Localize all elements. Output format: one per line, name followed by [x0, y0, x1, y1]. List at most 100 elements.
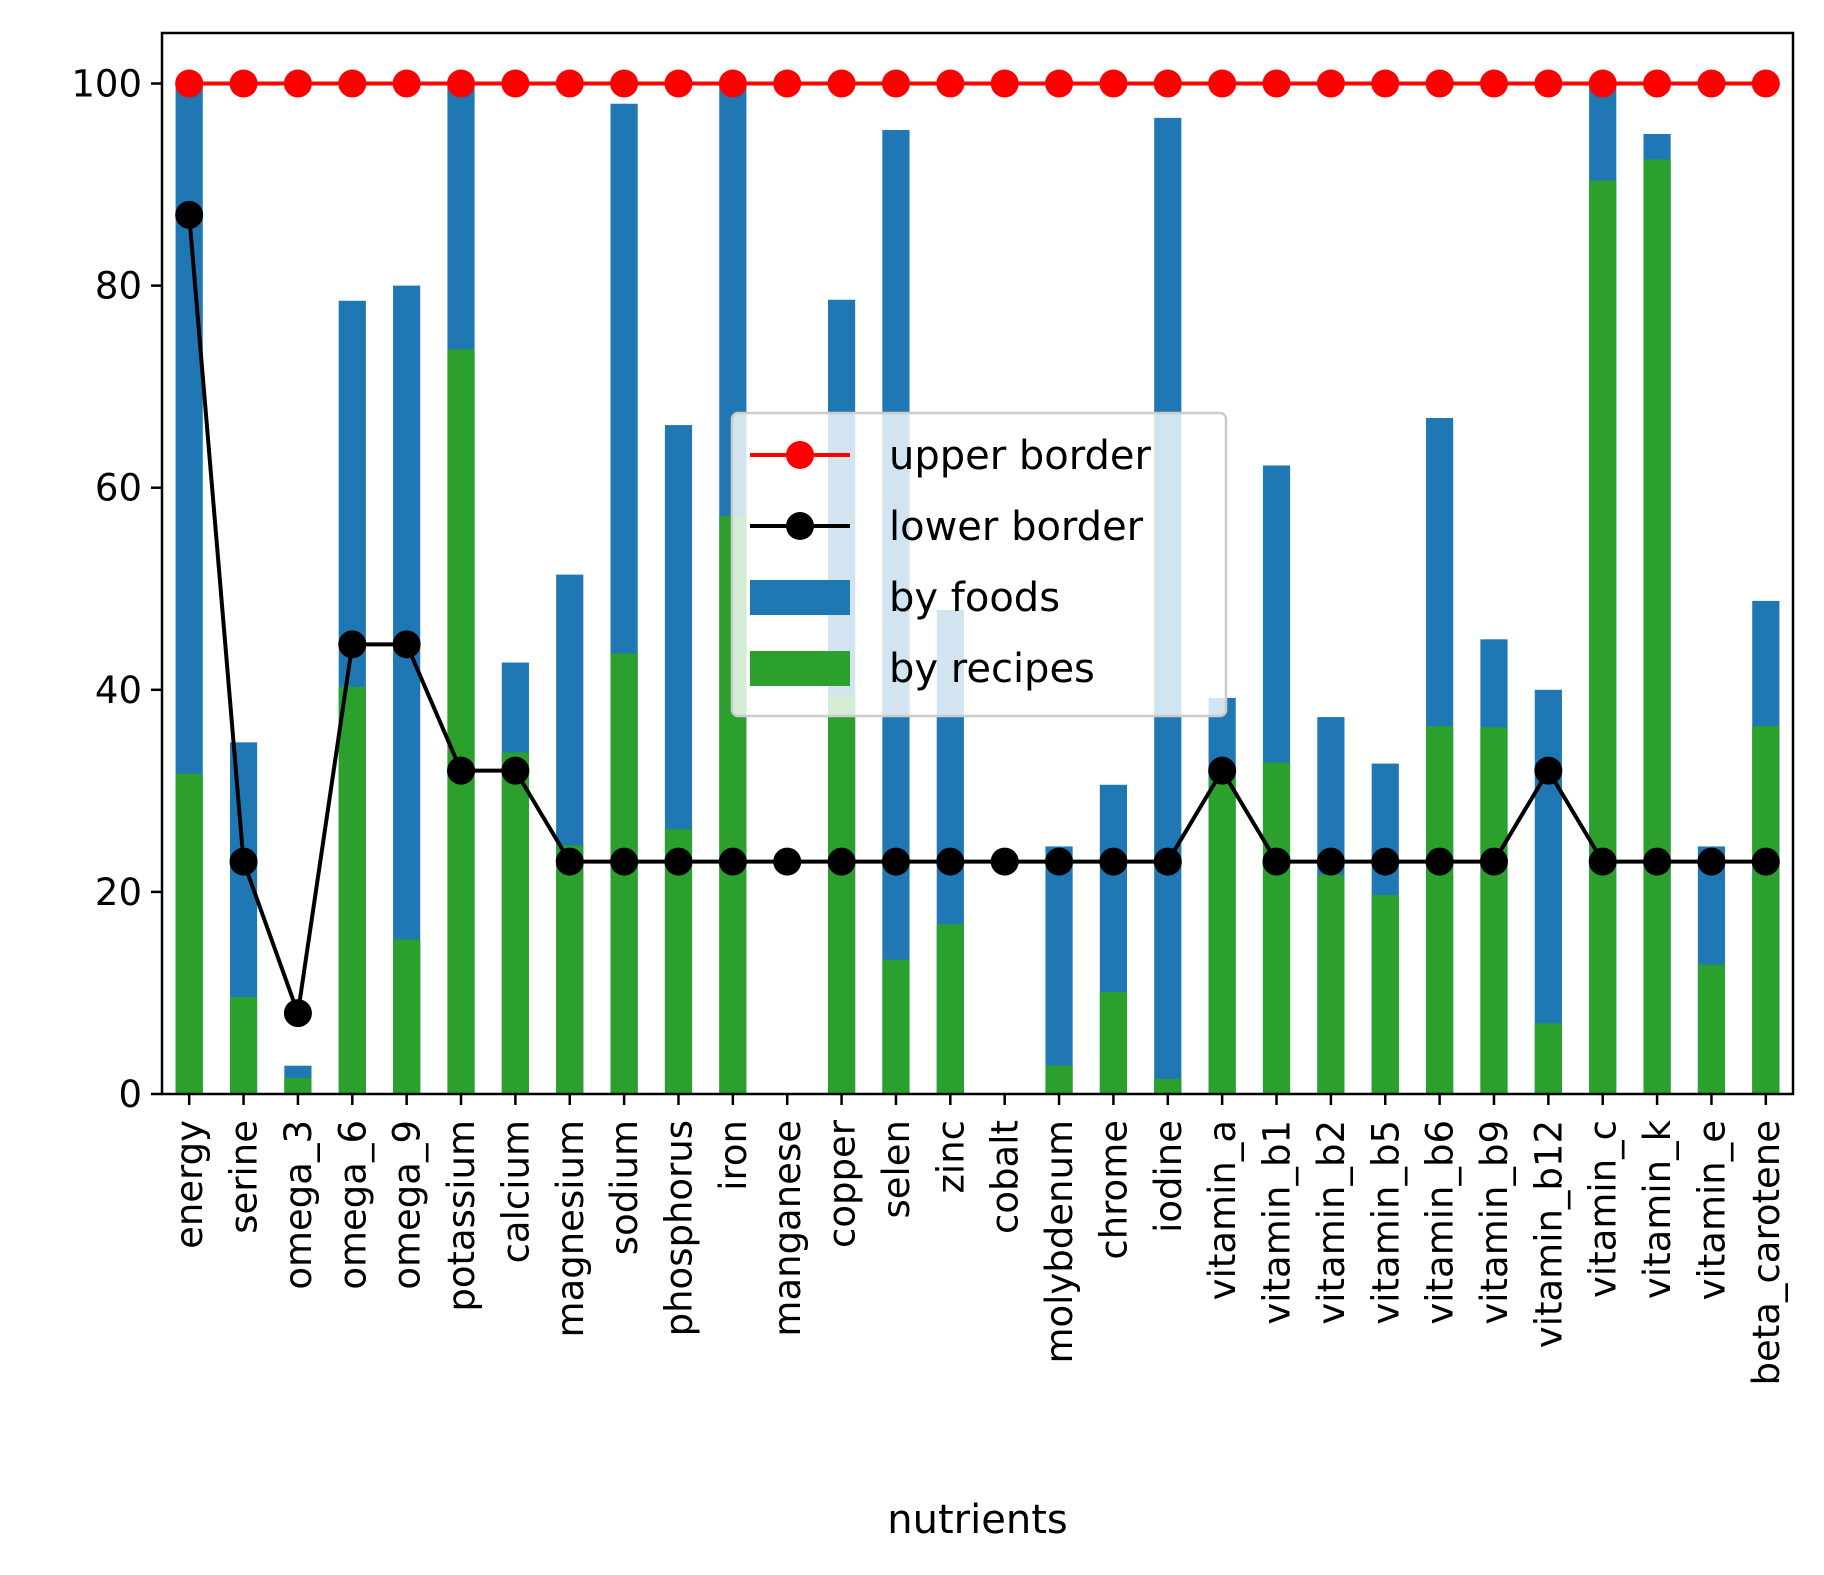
- x-tick-label-energy: energy: [168, 1120, 211, 1249]
- bar-by-recipes-energy: [175, 773, 203, 1094]
- x-tick-label-potassium: potassium: [440, 1120, 483, 1312]
- x-tick-label-phosphorus: phosphorus: [657, 1120, 700, 1336]
- point-lower-border-vitamin_a: [1208, 756, 1237, 785]
- x-tick-label-omega_6: omega_6: [331, 1120, 374, 1290]
- point-lower-border-iron: [718, 847, 747, 876]
- bar-by-recipes-vitamin_b5: [1371, 894, 1399, 1094]
- bar-by-recipes-vitamin_a: [1208, 778, 1236, 1094]
- x-tick-label-zinc: zinc: [929, 1120, 972, 1194]
- point-upper-border-vitamin_b9: [1479, 69, 1508, 98]
- point-lower-border-vitamin_b2: [1316, 847, 1345, 876]
- x-tick-label-cobalt: cobalt: [984, 1120, 1027, 1234]
- lines-group: [175, 69, 1780, 1028]
- x-tick-label-sodium: sodium: [603, 1120, 646, 1255]
- point-upper-border-zinc: [936, 69, 965, 98]
- bar-by-recipes-potassium: [447, 349, 475, 1094]
- legend-label-lower-border: lower border: [889, 504, 1144, 550]
- x-tick-label-vitamin_k: vitamin_k: [1636, 1119, 1679, 1299]
- bar-by-recipes-vitamin_b12: [1534, 1023, 1562, 1094]
- bar-by-recipes-vitamin_b6: [1426, 726, 1454, 1094]
- point-upper-border-selen: [881, 69, 910, 98]
- bar-by-recipes-vitamin_b1: [1262, 762, 1291, 1094]
- bar-by-recipes-serine: [229, 996, 258, 1094]
- point-lower-border-molybdenum: [1045, 847, 1074, 876]
- point-upper-border-vitamin_b1: [1262, 69, 1291, 98]
- line-lower-border: [187, 214, 1766, 1014]
- point-upper-border-vitamin_k: [1643, 69, 1672, 98]
- bar-by-recipes-vitamin_c: [1589, 180, 1617, 1094]
- point-lower-border-vitamin_b9: [1479, 847, 1508, 876]
- x-tick-label-vitamin_a: vitamin_a: [1201, 1120, 1244, 1300]
- legend-box: [730, 411, 1228, 718]
- x-tick-label-vitamin_e: vitamin_e: [1690, 1120, 1733, 1300]
- point-lower-border-potassium: [447, 756, 476, 785]
- point-upper-border-vitamin_c: [1588, 69, 1617, 98]
- y-tick-label: 80: [95, 265, 142, 308]
- point-upper-border-serine: [229, 69, 258, 98]
- point-upper-border-molybdenum: [1045, 69, 1074, 98]
- point-lower-border-omega_9: [392, 630, 421, 659]
- x-tick-label-selen: selen: [875, 1120, 918, 1219]
- legend-label-by-foods: by foods: [889, 575, 1060, 621]
- bar-by-recipes-iodine: [1154, 1078, 1182, 1094]
- legend-marker-lower-border: [786, 512, 814, 540]
- y-tick-label: 0: [118, 1073, 142, 1116]
- point-lower-border-copper: [827, 847, 856, 876]
- bar-by-recipes-beta_carotene: [1752, 726, 1780, 1094]
- bar-by-foods-molybdenum: [1045, 846, 1073, 1094]
- x-tick-label-copper: copper: [821, 1119, 864, 1248]
- point-upper-border-vitamin_a: [1208, 69, 1237, 98]
- bar-by-recipes-vitamin_e: [1697, 964, 1726, 1094]
- bar-by-recipes-vitamin_b9: [1480, 727, 1508, 1094]
- point-upper-border-energy: [175, 69, 204, 98]
- bar-by-recipes-selen: [882, 959, 910, 1094]
- x-tick-label-molybdenum: molybdenum: [1038, 1120, 1081, 1364]
- point-lower-border-chrome: [1099, 847, 1128, 876]
- x-tick-label-omega_3: omega_3: [277, 1120, 320, 1290]
- point-upper-border-calcium: [501, 69, 530, 98]
- x-axis: energy serine omega_3 omega_6 omega_9 potassi…: [168, 1094, 1788, 1385]
- point-lower-border-iodine: [1153, 847, 1182, 876]
- plot-frame: [160, 31, 1795, 1096]
- point-lower-border-selen: [881, 847, 910, 876]
- point-upper-border-sodium: [610, 69, 639, 98]
- bar-by-recipes-chrome: [1099, 991, 1128, 1094]
- point-lower-border-vitamin_e: [1697, 847, 1726, 876]
- point-upper-border-vitamin_b5: [1371, 69, 1400, 98]
- x-tick-label-vitamin_b9: vitamin_b9: [1473, 1120, 1516, 1325]
- point-upper-border-vitamin_b2: [1316, 69, 1345, 98]
- x-tick-label-manganese: manganese: [766, 1120, 809, 1337]
- point-upper-border-chrome: [1099, 69, 1128, 98]
- point-upper-border-iron: [718, 69, 747, 98]
- point-upper-border-omega_6: [338, 69, 367, 98]
- point-upper-border-cobalt: [990, 69, 1019, 98]
- bar-by-recipes-molybdenum: [1045, 1065, 1073, 1094]
- x-tick-label-vitamin_b6: vitamin_b6: [1419, 1120, 1462, 1325]
- point-upper-border-manganese: [773, 69, 802, 98]
- bar-by-recipes-magnesium: [556, 845, 584, 1094]
- legend-swatch-by-foods: [750, 580, 850, 615]
- bar-by-recipes-omega_6: [338, 686, 366, 1094]
- bar-by-recipes-zinc: [936, 924, 964, 1094]
- x-axis-label: nutrients: [887, 1497, 1067, 1543]
- bars-group: [175, 83, 1780, 1095]
- y-tick-label: 20: [95, 871, 142, 914]
- y-tick-label: 60: [95, 467, 142, 510]
- point-upper-border-vitamin_b12: [1534, 69, 1563, 98]
- bar-by-recipes-omega_3: [284, 1077, 312, 1094]
- bar-by-recipes-vitamin_k: [1643, 159, 1671, 1095]
- x-tick-label-vitamin_b2: vitamin_b2: [1310, 1120, 1353, 1325]
- x-tick-label-calcium: calcium: [494, 1120, 537, 1263]
- point-lower-border-vitamin_b6: [1425, 847, 1454, 876]
- y-tick-label: 100: [71, 63, 142, 106]
- point-lower-border-phosphorus: [664, 847, 693, 876]
- legend-marker-upper-border: [786, 441, 814, 469]
- bar-by-recipes-copper: [827, 695, 856, 1094]
- point-lower-border-calcium: [501, 756, 530, 785]
- point-upper-border-magnesium: [555, 69, 584, 98]
- point-upper-border-phosphorus: [664, 69, 693, 98]
- point-lower-border-vitamin_b1: [1262, 847, 1291, 876]
- x-tick-label-iron: iron: [712, 1120, 755, 1191]
